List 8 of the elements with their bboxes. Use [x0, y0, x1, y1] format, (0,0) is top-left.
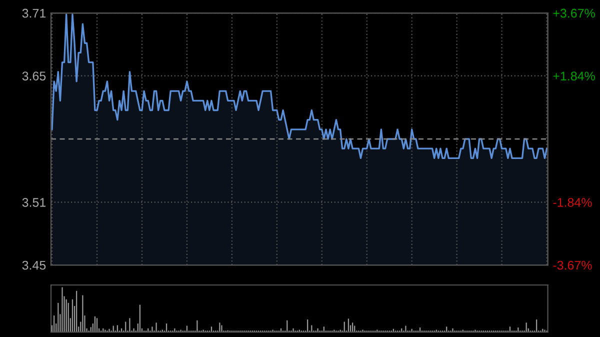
y-tick-label: 3.45 [22, 260, 46, 270]
y2-tick-label: +3.67% [553, 8, 595, 18]
y-tick-label: 3.65 [22, 72, 46, 80]
y2-tick-label: +1.84% [553, 72, 595, 80]
y2-tick-label: -3.67% [553, 260, 592, 270]
y-tick-label: 3.71 [22, 8, 46, 18]
y2-tick-label: -1.84% [553, 198, 592, 207]
y-tick-label: 3.51 [22, 198, 46, 207]
